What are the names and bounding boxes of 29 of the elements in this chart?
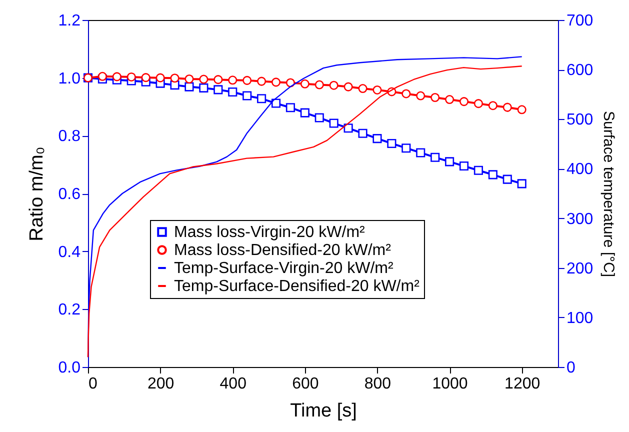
y2-tick-label: 700: [566, 12, 594, 30]
legend-label: Temp-Surface-Virgin-20 kW/m²: [174, 260, 394, 277]
y2-tick-label: 100: [566, 310, 594, 327]
y2-tick-label: 400: [566, 161, 594, 178]
y2-tick-label: 300: [566, 210, 594, 228]
x-tick-label: 800: [364, 376, 392, 392]
y-tick-label: 0.8: [58, 128, 81, 146]
y-tick-label: 0.2: [58, 302, 81, 319]
y-tick-label: 0.6: [58, 186, 81, 203]
x-tick-label: 1200: [504, 376, 540, 392]
y2-tick-label: 500: [566, 112, 594, 129]
y2-tick-label: 0: [566, 360, 576, 376]
legend-label: Mass loss-Densified-20 kW/m²: [174, 242, 392, 259]
legend-label: Temp-Surface-Densified-20 kW/m²: [174, 278, 420, 295]
y-tick-label: 0.0: [58, 360, 81, 376]
x-tick-label: 600: [292, 376, 319, 392]
y-axis-title: Ratio m/m₀: [26, 146, 48, 242]
legend-label: Mass loss-Virgin-20 kW/m²: [174, 224, 366, 241]
y-tick-label: 1.0: [58, 70, 81, 88]
x-tick-label: 0: [88, 376, 98, 392]
y2-tick-label: 200: [566, 260, 594, 278]
x-tick-label: 400: [220, 376, 247, 392]
x-tick-label: 200: [147, 376, 174, 392]
y2-tick-label: 600: [566, 62, 594, 80]
x-axis-title: Time [s]: [290, 400, 357, 422]
x-tick-label: 1000: [432, 376, 468, 392]
y-tick-label: 0.4: [58, 244, 81, 261]
y-tick-label: 1.2: [58, 12, 81, 30]
y2-axis-title: Surface temperature [°C]: [600, 110, 618, 278]
